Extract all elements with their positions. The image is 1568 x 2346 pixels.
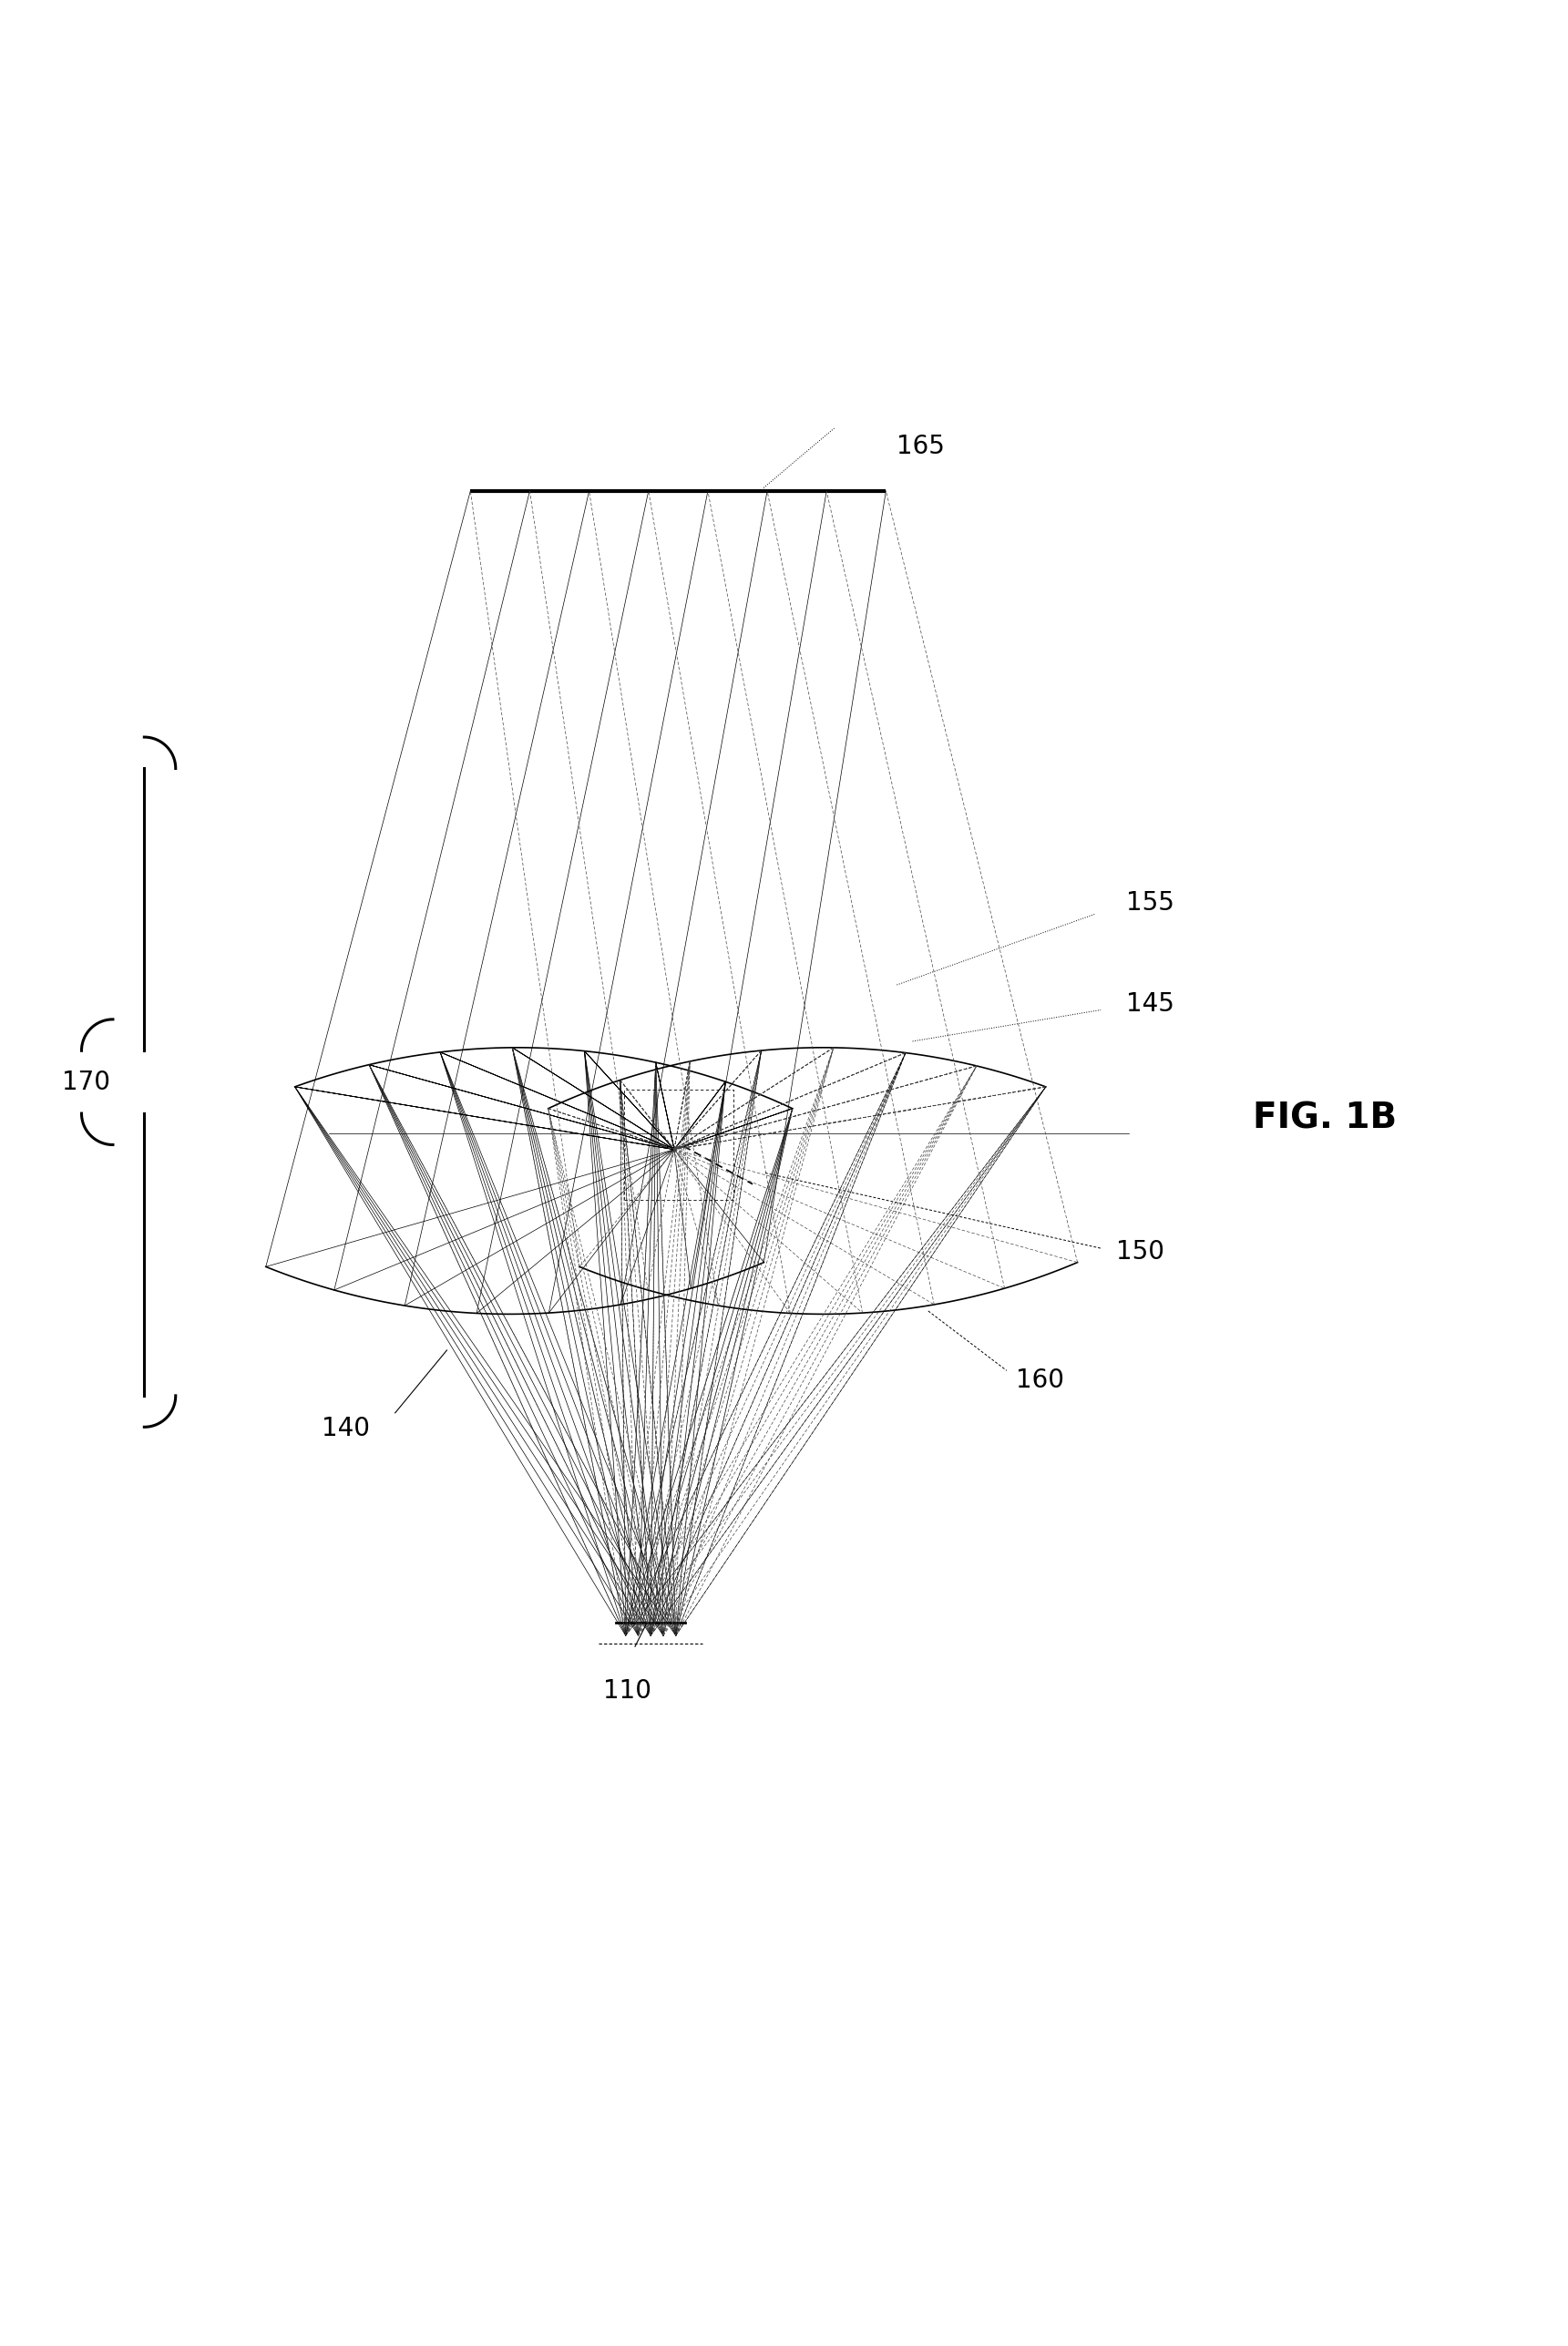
Text: 145: 145 bbox=[1126, 990, 1174, 1016]
Text: 155: 155 bbox=[1126, 891, 1174, 915]
Text: 160: 160 bbox=[1016, 1368, 1065, 1394]
Text: 170: 170 bbox=[63, 1070, 110, 1096]
Text: 110: 110 bbox=[604, 1677, 651, 1703]
Text: 165: 165 bbox=[897, 434, 946, 460]
Text: 150: 150 bbox=[1116, 1239, 1165, 1264]
Text: 140: 140 bbox=[321, 1417, 370, 1440]
Text: FIG. 1B: FIG. 1B bbox=[1253, 1100, 1397, 1135]
